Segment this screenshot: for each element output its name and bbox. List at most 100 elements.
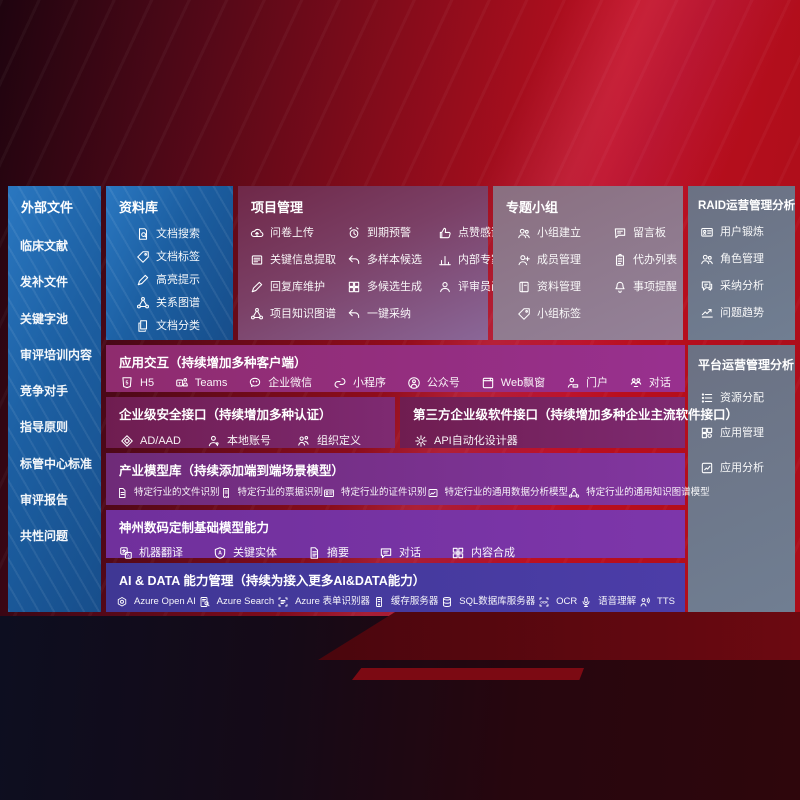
feature-label: 缓存服务器 (390, 596, 439, 608)
capability-item: A 关键实体 (213, 546, 277, 560)
service-item: 缓存服务器 (373, 596, 439, 608)
feature-label: 文档搜索 (156, 227, 200, 240)
gear-icon (414, 434, 428, 448)
feature-label: 竞争对手 (20, 384, 69, 398)
teams-icon: T (175, 376, 189, 390)
feature-label: 特定行业的文件识别 (134, 487, 220, 499)
feature-label: 小程序 (353, 376, 387, 389)
service-item: Azure Search (199, 596, 274, 608)
html5-icon: 5 (120, 376, 134, 390)
feature-label: 问卷上传 (270, 226, 314, 239)
panel-title: 项目管理 (251, 200, 304, 215)
service-item: Azure 表单识别器 (277, 596, 370, 608)
official-account-icon (407, 376, 421, 390)
chart-image-icon (427, 487, 439, 499)
rank-chart-icon (438, 253, 452, 267)
svg-text:A: A (127, 553, 130, 558)
library-item: 高亮提示 (136, 273, 233, 287)
cloud-upload-icon (250, 226, 264, 240)
panel-title: 外部文件 (21, 200, 74, 215)
bbs-board-icon (613, 226, 627, 240)
reply-arrow-icon (347, 307, 361, 321)
auth-item: 本地账号 (207, 434, 271, 448)
project-item: 回复库维护 (250, 280, 347, 294)
client-item: Web飘窗 (481, 376, 545, 390)
clipboard-icon (613, 253, 627, 267)
feature-label: 回复库维护 (270, 280, 325, 293)
reply-arrow-icon (347, 253, 361, 267)
tts-speaker-icon (639, 596, 651, 608)
project-item: 关键信息提取 (250, 253, 347, 267)
feature-label: 临床文献 (20, 239, 69, 253)
search-doc-icon (199, 596, 211, 608)
project-item: 多样本候选 (347, 253, 438, 267)
library-item: 文档搜索 (136, 227, 233, 241)
raid-item: 用户锻炼 (700, 225, 795, 239)
feature-label: 对话 (399, 546, 421, 559)
capability-item: A 机器翻译 (119, 546, 183, 560)
feature-label: 问题趋势 (720, 306, 764, 319)
panel-title: 专题小组 (506, 200, 559, 215)
model-item: 特定行业的票据识别 (220, 487, 323, 499)
client-item: 5 H5 (120, 376, 154, 390)
person-local-icon (207, 434, 221, 448)
microphone-icon (580, 596, 592, 608)
project-item: 一键采纳 (347, 307, 438, 321)
external-file-item: 标管中心标准 (20, 458, 101, 470)
translate-icon: A (119, 546, 133, 560)
feature-label: 资源分配 (720, 391, 764, 404)
platform-item: 资源分配 (700, 391, 795, 405)
wechat-icon (248, 376, 262, 390)
feature-label: 特定行业的通用知识图谱模型 (586, 487, 710, 499)
grid-icon (347, 280, 361, 294)
feature-label: 一键采纳 (367, 307, 411, 320)
client-item: 企业微信 (248, 376, 312, 390)
auth-item: AD/AAD (120, 434, 181, 448)
extract-icon (250, 253, 264, 267)
client-item: 对话 (629, 376, 671, 390)
feature-label: 高亮提示 (156, 273, 200, 286)
diamond-icon (120, 434, 134, 448)
capability-item: 内容合成 (451, 546, 515, 560)
feature-label: 特定行业的通用数据分析模型 (444, 487, 569, 499)
service-item: SQL数据库服务器 (441, 596, 535, 608)
shield-a-icon: A (213, 546, 227, 560)
model-item: 特定行业的文件识别 (116, 487, 220, 499)
dialog-people-icon (629, 376, 643, 390)
feature-label: 角色管理 (720, 252, 764, 265)
people-icon (700, 252, 714, 266)
platform-operations-panel: 平台运营管理分析 资源分配 应用管理 应用分析 (688, 345, 795, 612)
interaction-items: 5 H5 T Teams 企业微信 小程序 公众号 Web飘窗 门户 对话 (106, 376, 685, 390)
openai-icon (116, 596, 128, 608)
svg-text:OCR: OCR (541, 600, 549, 604)
group-item: 小组标签 (517, 307, 613, 321)
app-chart-icon (700, 461, 714, 475)
feature-label: 项目知识图谱 (270, 307, 336, 320)
row-title: 第三方企业级软件接口（持续增加多种企业主流软件接口） (413, 408, 739, 422)
tag-icon (136, 250, 150, 264)
thumb-up-icon (438, 226, 452, 240)
people-icon (517, 226, 531, 240)
feature-label: Azure Open AI (134, 596, 196, 608)
feature-label: 多候选生成 (367, 280, 422, 293)
library-item: 文档标签 (136, 250, 233, 264)
ai-data-items: Azure Open AI Azure Search Azure 表单识别器 缓存服务… (106, 594, 685, 608)
feature-label: 语音理解 (598, 596, 637, 608)
security-items: AD/AAD 本地账号 组织定义 (106, 428, 395, 448)
monitor-base-shape (318, 612, 800, 660)
raid-item: 问题趋势 (700, 306, 795, 320)
feature-label: 应用管理 (720, 426, 764, 439)
feature-label: 发补文件 (20, 275, 69, 290)
industry-model-items: 特定行业的文件识别 特定行业的票据识别 特定行业的证件识别 特定行业的通用数据分析模型… (106, 484, 710, 499)
project-item: 评审员画像 (438, 280, 524, 294)
model-item: 特定行业的通用数据分析模型 (427, 487, 569, 499)
feature-label: 审评培训内容 (20, 347, 93, 362)
feature-label: 公众号 (426, 376, 460, 389)
feature-label: 应用分析 (720, 461, 764, 474)
service-item: 语音理解 (580, 596, 636, 608)
compose-grid-icon (451, 546, 465, 560)
feature-label: Teams (194, 376, 228, 389)
thirdparty-items: API自动化设计器 (400, 428, 685, 448)
feature-label: 机器翻译 (139, 546, 183, 559)
svg-text:A: A (218, 551, 222, 557)
